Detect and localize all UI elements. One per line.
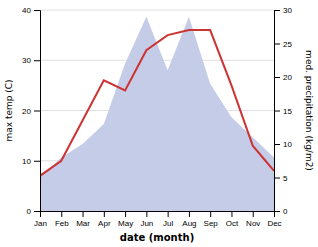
- y-axis-title: max temp (C): [4, 79, 14, 141]
- x-tick-label: Jul: [163, 219, 173, 228]
- y2-tick: 15: [274, 107, 292, 116]
- x-tick: May: [118, 211, 133, 228]
- y-tick: 10: [22, 157, 40, 166]
- y2-tick-mark: [274, 44, 280, 45]
- marks: [40, 17, 274, 211]
- y2-tick: 20: [274, 73, 292, 82]
- y2-axis-line: [275, 11, 281, 212]
- y2-tick-mark: [274, 77, 280, 78]
- y2-tick-label: 10: [283, 140, 292, 149]
- y-tick-mark: [34, 10, 40, 11]
- grid: [40, 10, 274, 211]
- y2-tick-mark: [274, 211, 280, 212]
- x-tick-mark: [231, 211, 232, 217]
- x-tick-mark: [125, 211, 126, 217]
- x-tick: Nov: [246, 211, 260, 228]
- y-axis: 0 10 20 30 40: [22, 6, 40, 216]
- y2-tick-label: 20: [283, 73, 292, 82]
- y-tick-mark: [34, 161, 40, 162]
- y-tick-label: 20: [22, 107, 31, 116]
- y2-tick: 0: [274, 207, 288, 216]
- x-tick-mark: [146, 211, 147, 217]
- y2-tick: 5: [274, 174, 288, 183]
- y2-tick-label: 15: [283, 107, 292, 116]
- y2-axis: 0 5 10 15 20 25 30: [274, 6, 292, 216]
- area: [40, 17, 274, 211]
- x-tick-mark: [61, 211, 62, 217]
- y2-tick: 25: [274, 40, 292, 49]
- y-tick-mark: [34, 211, 40, 212]
- y2-tick-mark: [274, 178, 280, 179]
- x-tick-label: Mar: [76, 219, 90, 228]
- x-tick: Jul: [163, 211, 173, 228]
- x-tick-mark: [210, 211, 211, 217]
- x-tick-mark: [189, 211, 190, 217]
- y-tick: 0: [27, 207, 40, 216]
- y-tick-mark: [34, 60, 40, 61]
- y2-tick-mark: [274, 111, 280, 112]
- y2-tick-mark: [274, 144, 280, 145]
- x-tick: Feb: [55, 211, 69, 228]
- x-tick: Dec: [267, 211, 281, 228]
- x-tick-label: Nov: [246, 219, 260, 228]
- x-tick-label: Jun: [140, 219, 153, 228]
- line: [40, 30, 274, 176]
- y-axis-line: [34, 11, 41, 212]
- x-tick-label: Feb: [55, 219, 69, 228]
- y-tick: 20: [22, 107, 40, 116]
- x-tick-mark: [104, 211, 105, 217]
- x-tick-label: Jan: [34, 219, 47, 228]
- y2-tick: 10: [274, 140, 292, 149]
- x-tick: Sep: [204, 211, 219, 228]
- y2-tick-mark: [274, 10, 280, 11]
- x-tick-label: Dec: [267, 219, 281, 228]
- y2-tick-label: 30: [283, 6, 292, 15]
- x-tick-label: Apr: [98, 219, 111, 228]
- y-tick: 30: [22, 56, 40, 65]
- y-tick-label: 10: [22, 157, 31, 166]
- y-tick-label: 30: [22, 56, 31, 65]
- x-tick: Aug: [182, 211, 196, 228]
- y-tick-mark: [34, 111, 40, 112]
- chart: JanFebMarAprMayJunJulAugSepOctNovDec0102…: [0, 0, 318, 247]
- x-tick: Apr: [98, 211, 111, 228]
- y2-tick-label: 25: [283, 40, 292, 49]
- x-tick-mark: [168, 211, 169, 217]
- x-tick-label: Aug: [182, 219, 196, 228]
- y-tick: 40: [22, 6, 40, 15]
- y-tick-label: 0: [27, 207, 32, 216]
- x-tick-label: May: [118, 219, 133, 228]
- y-tick-label: 40: [22, 6, 31, 15]
- x-tick: Jun: [140, 211, 153, 228]
- x-tick-label: Oct: [226, 219, 239, 228]
- y2-tick: 30: [274, 6, 292, 15]
- y2-axis-title: med. precipitation (kg/m2): [304, 50, 314, 171]
- plot: JanFebMarAprMayJunJulAugSepOctNovDec0102…: [4, 6, 314, 243]
- x-tick-label: Sep: [204, 219, 219, 228]
- x-tick: Jan: [34, 211, 47, 228]
- x-axis-line: [41, 212, 275, 218]
- y2-tick-label: 0: [283, 207, 288, 216]
- x-tick-mark: [253, 211, 254, 217]
- grid-line: [40, 10, 274, 11]
- y2-tick-label: 5: [283, 174, 288, 183]
- x-tick: Mar: [76, 211, 90, 228]
- x-axis: Jan Feb Mar Apr May Jun Jul Aug Sep Oct Nov Dec: [34, 211, 282, 228]
- x-axis-title: date (month): [120, 232, 194, 243]
- x-tick-mark: [83, 211, 84, 217]
- x-tick: Oct: [226, 211, 239, 228]
